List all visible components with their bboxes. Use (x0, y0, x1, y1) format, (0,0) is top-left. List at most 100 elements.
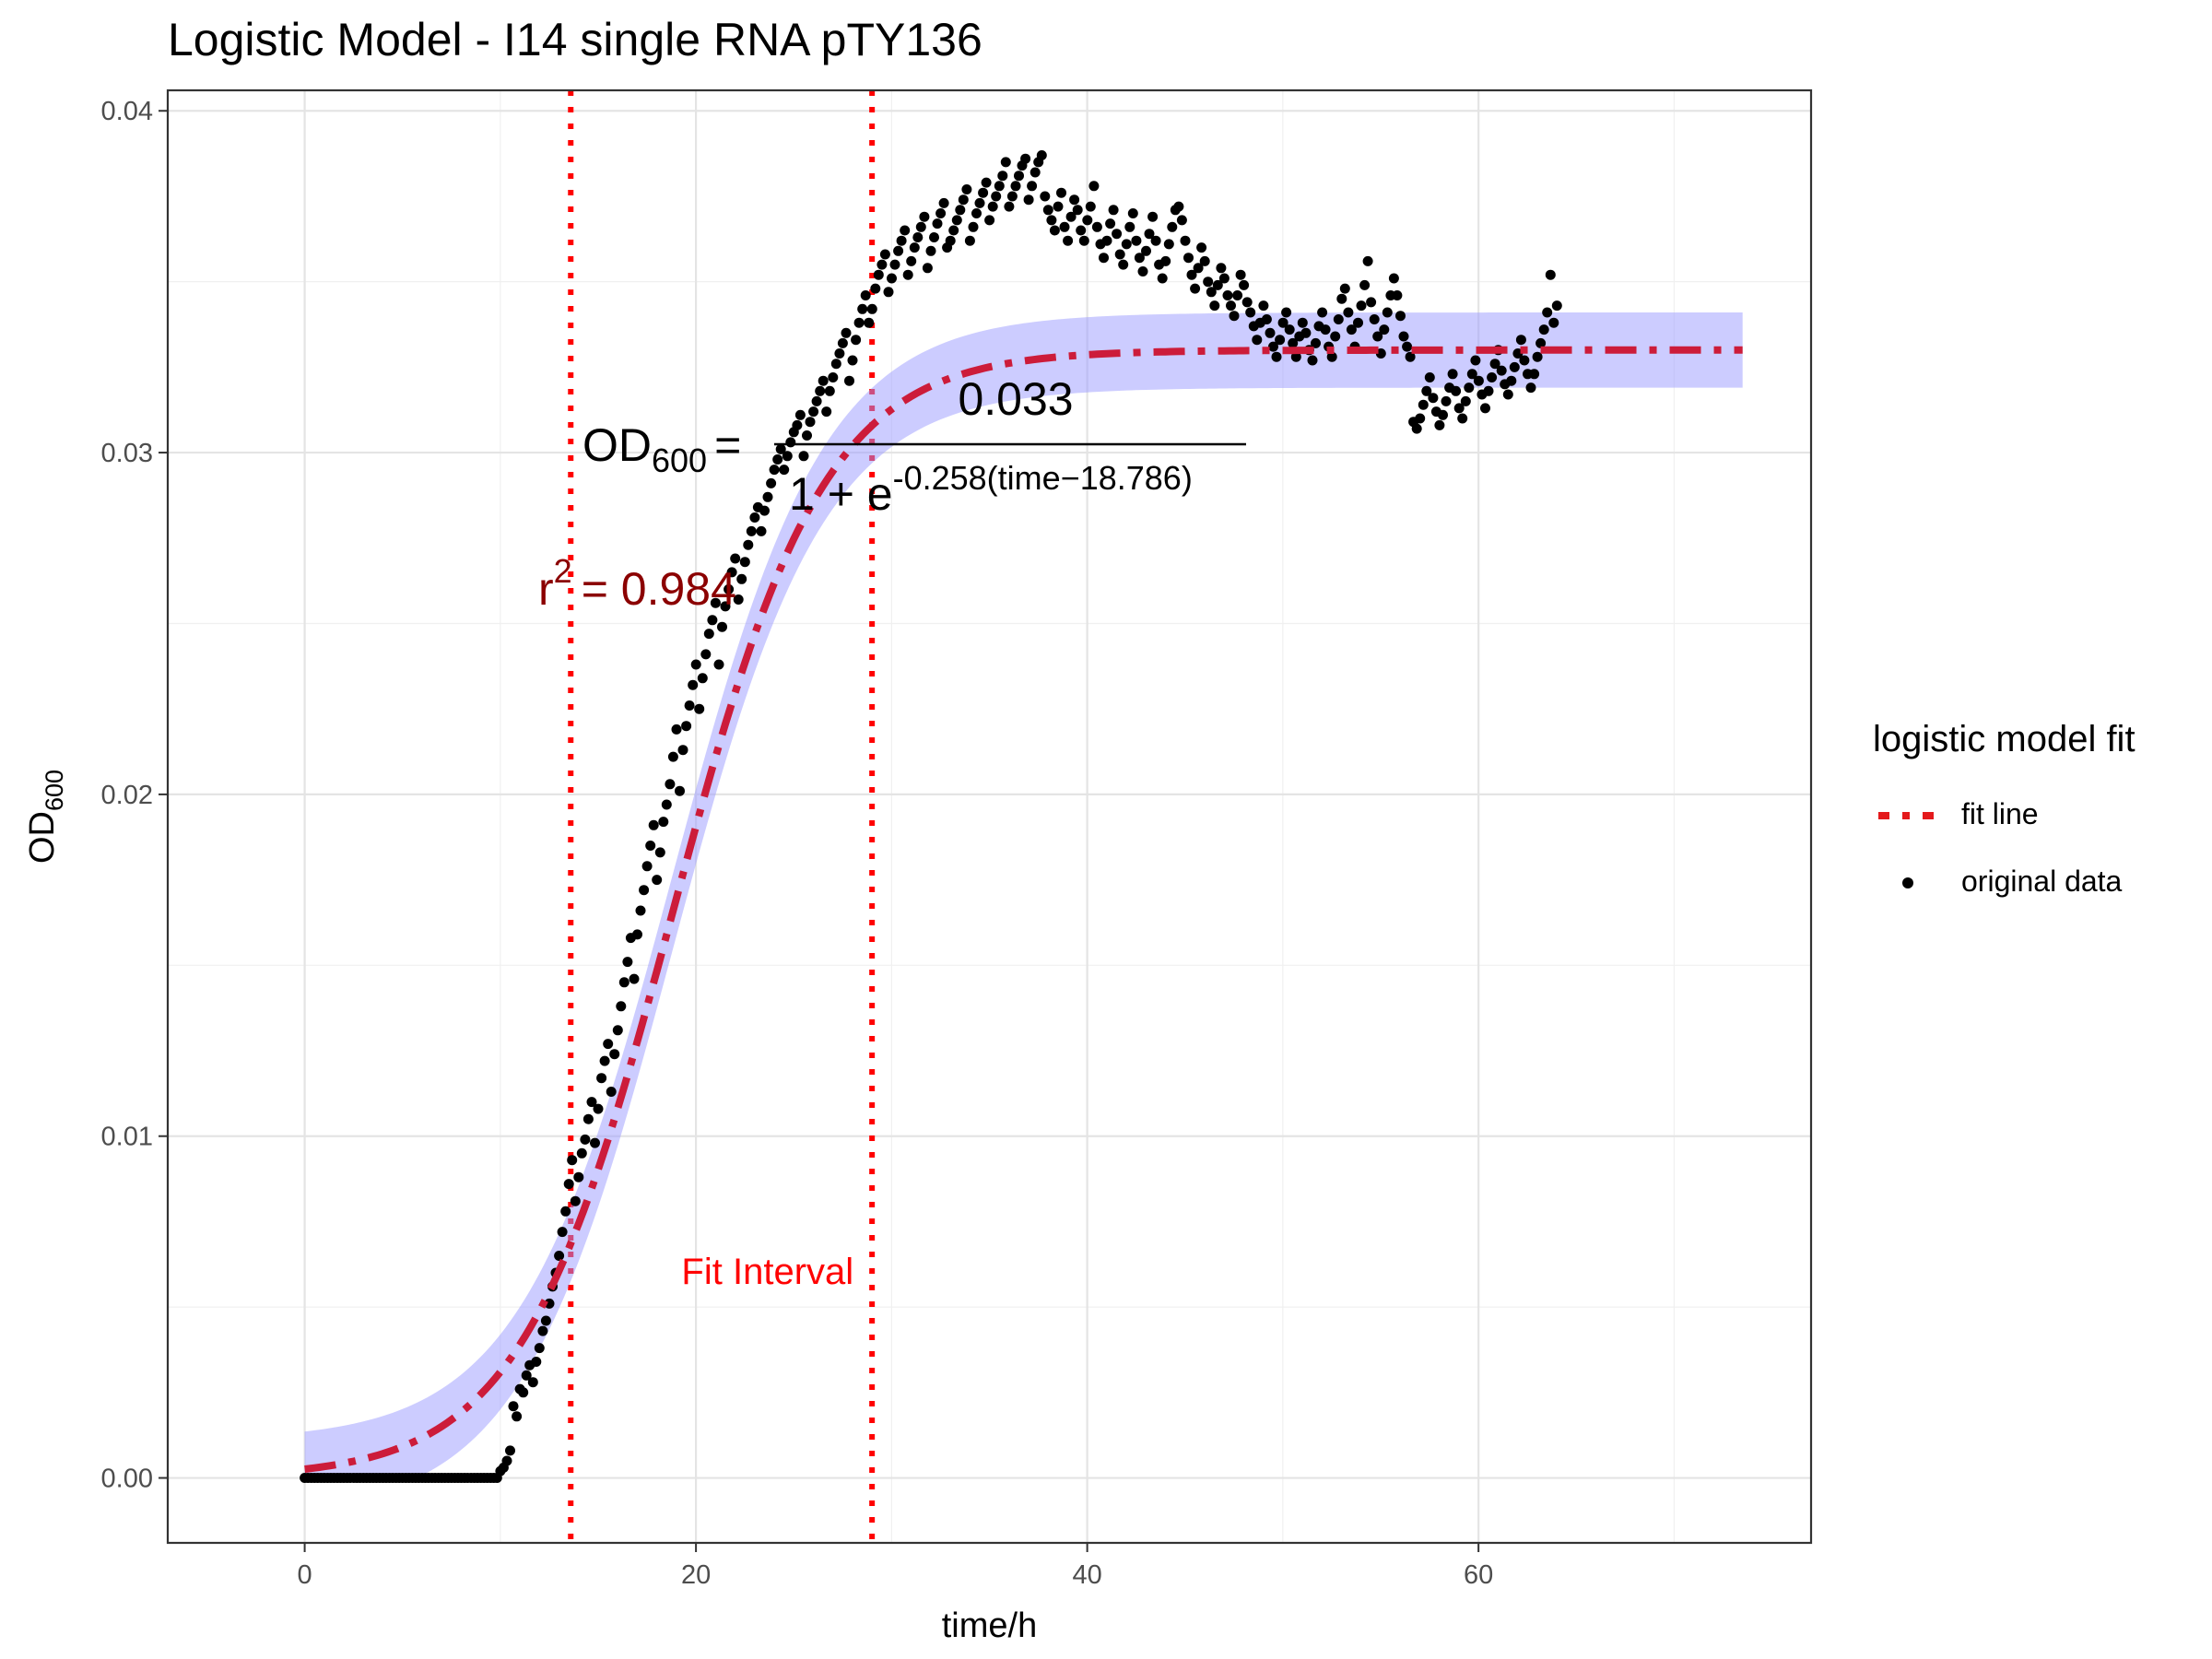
data-point (1027, 181, 1038, 192)
data-point (1056, 187, 1066, 198)
fit-line-layer (304, 346, 1743, 1473)
data-point (948, 225, 959, 236)
data-point (573, 1171, 584, 1182)
x-tick-label: 0 (298, 1560, 312, 1590)
y-tick-label: 0.02 (101, 781, 153, 810)
data-point (1441, 395, 1452, 406)
data-point (743, 539, 754, 550)
y-axis-label-subscript: 600 (41, 770, 68, 811)
data-point (984, 215, 995, 226)
data-point (1372, 331, 1383, 342)
data-point (724, 583, 735, 594)
data-point (622, 957, 633, 968)
data-point (629, 973, 640, 984)
data-point (505, 1445, 515, 1456)
data-point (1053, 201, 1064, 212)
data-point (1112, 229, 1123, 240)
data-point (945, 235, 956, 246)
data-point (1114, 249, 1125, 260)
data-point (518, 1387, 529, 1398)
grid-layer (168, 90, 1811, 1543)
data-point (512, 1411, 523, 1422)
data-point (805, 417, 816, 428)
equation-lhs-subscript: 600 (652, 441, 707, 479)
data-point (1483, 385, 1494, 396)
data-point (1042, 205, 1053, 216)
data-point (1532, 351, 1543, 362)
data-point (1421, 385, 1432, 396)
data-point (1065, 211, 1077, 222)
data-point (1069, 194, 1080, 206)
data-point (1548, 317, 1559, 328)
annotation-layer: OD600 = 0.033 1 + e-0.258(time−18.786) r2 = 0… (538, 373, 1246, 615)
equation-denominator-base: 1 + e (789, 468, 893, 520)
data-point (1395, 311, 1406, 322)
data-point (1222, 290, 1233, 300)
data-point (906, 255, 917, 266)
data-point (1405, 351, 1416, 362)
data-point (1173, 201, 1184, 212)
data-point (703, 629, 714, 640)
data-point (879, 249, 890, 260)
data-point (576, 1147, 587, 1159)
data-point (1473, 375, 1484, 386)
data-point (590, 1137, 600, 1148)
data-point (537, 1325, 548, 1336)
data-point (1141, 245, 1151, 256)
data-point (586, 1097, 597, 1108)
data-point (759, 505, 770, 516)
data-point (828, 372, 839, 382)
data-point (654, 847, 665, 858)
data-point (1063, 235, 1074, 246)
y-axis-label-main: OD (23, 811, 62, 864)
data-point (1226, 300, 1236, 312)
data-point (1076, 225, 1087, 236)
data-point (883, 287, 894, 298)
data-point (560, 1206, 571, 1217)
data-point (1199, 255, 1210, 266)
data-point (1091, 221, 1102, 232)
data-point (1229, 311, 1240, 322)
data-point (612, 1025, 623, 1036)
data-point (1049, 225, 1060, 236)
data-point (837, 337, 848, 348)
data-point (639, 885, 650, 896)
data-point (1023, 194, 1034, 206)
data-point (1131, 235, 1142, 246)
data-point (811, 395, 822, 406)
data-point (658, 817, 669, 828)
data-point (896, 235, 907, 246)
data-point (978, 187, 989, 198)
data-point (1241, 297, 1253, 308)
data-point (792, 419, 803, 430)
equation-numerator: 0.033 (958, 373, 1073, 425)
data-point (593, 1103, 604, 1114)
data-point (951, 215, 962, 226)
data-point (893, 245, 904, 256)
data-point (1496, 365, 1507, 376)
y-tick-label: 0.03 (101, 439, 153, 468)
data-point (772, 454, 783, 465)
data-point (955, 205, 966, 216)
data-point (707, 615, 718, 626)
data-point (1369, 314, 1380, 324)
data-point (521, 1370, 532, 1381)
data-point (971, 208, 982, 218)
data-point (534, 1343, 545, 1354)
data-point (1529, 369, 1540, 380)
data-point (1288, 337, 1299, 348)
data-point (987, 201, 998, 212)
data-point (1336, 293, 1347, 304)
data-point (544, 1298, 555, 1309)
data-point (864, 317, 875, 328)
data-point (1134, 253, 1145, 264)
plot-panel-border (166, 88, 1813, 1545)
data-point (1489, 359, 1500, 370)
data-point (632, 929, 642, 940)
data-point (710, 597, 721, 608)
equation-equals: = (714, 419, 741, 471)
data-point (877, 259, 888, 270)
data-point (665, 779, 676, 790)
data-point (1333, 314, 1344, 324)
